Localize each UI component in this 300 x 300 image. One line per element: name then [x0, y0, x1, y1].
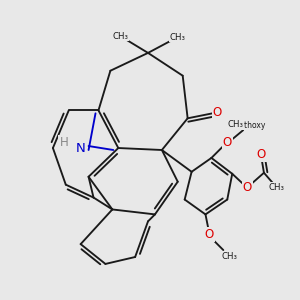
Text: O: O — [256, 148, 266, 161]
Text: O: O — [205, 228, 214, 241]
Text: N: N — [76, 142, 86, 154]
Text: CH₃: CH₃ — [221, 251, 237, 260]
Text: H: H — [59, 136, 68, 148]
Text: CH₃: CH₃ — [112, 32, 128, 40]
Text: O: O — [223, 136, 232, 148]
Text: CH₃: CH₃ — [227, 120, 243, 129]
Text: CH₃: CH₃ — [269, 183, 285, 192]
Text: O: O — [213, 106, 222, 119]
Text: CH₃: CH₃ — [170, 33, 186, 42]
Text: methoxy: methoxy — [232, 121, 266, 130]
Text: O: O — [242, 181, 252, 194]
